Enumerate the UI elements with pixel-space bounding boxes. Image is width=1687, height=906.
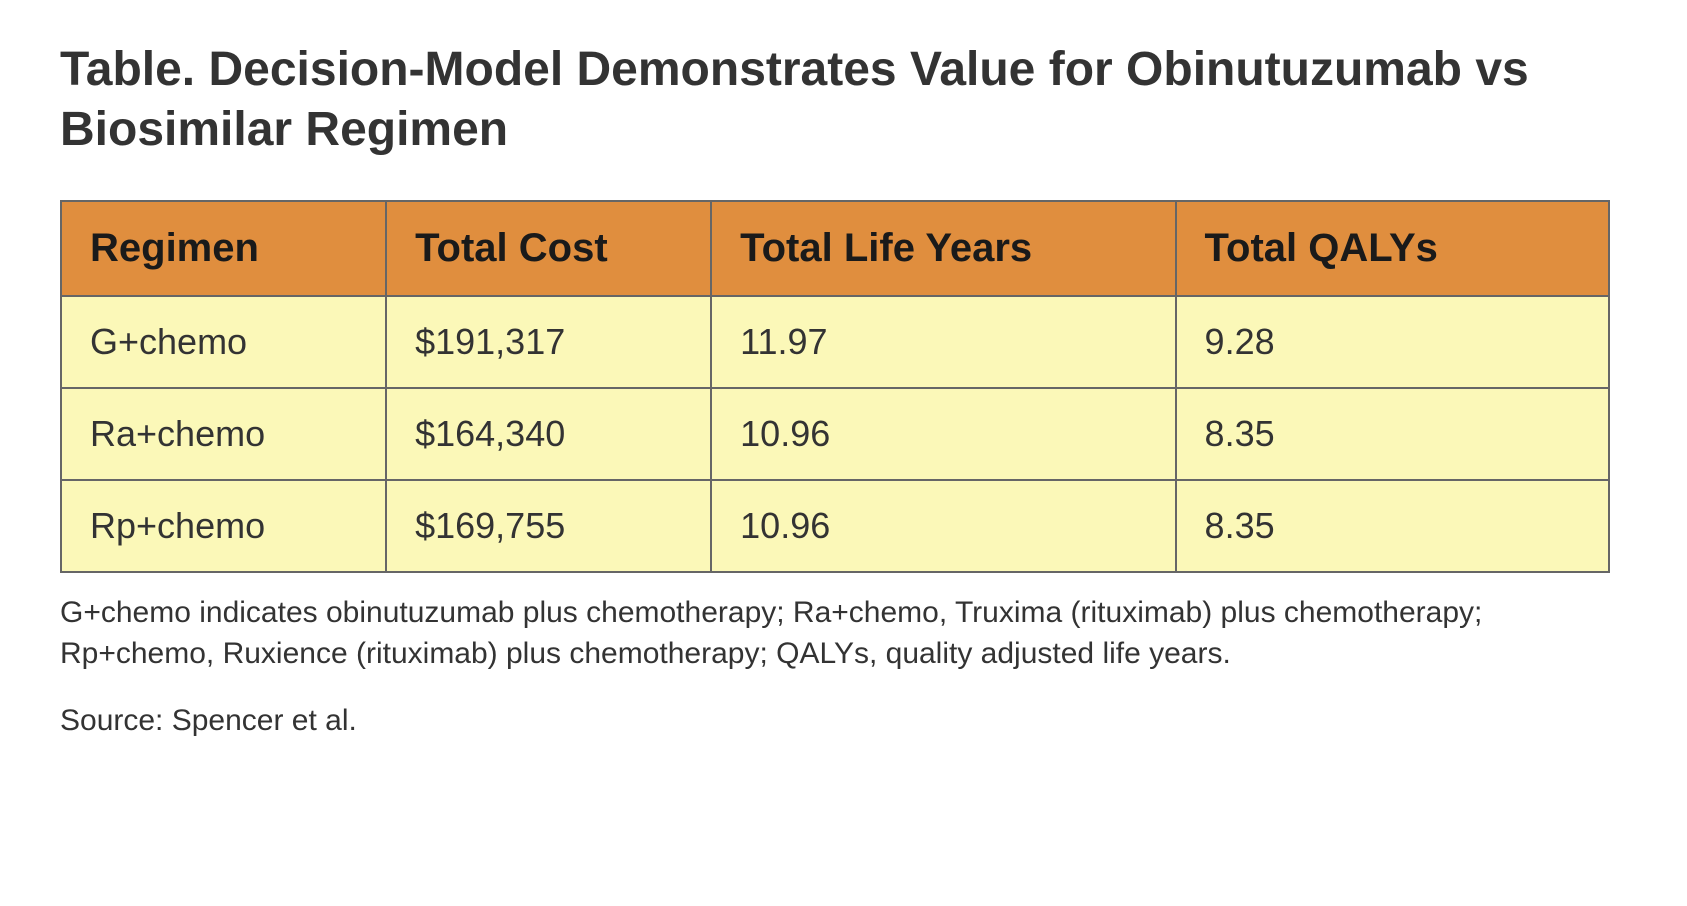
cell-total-cost: $164,340 <box>386 388 711 480</box>
col-header-regimen: Regimen <box>61 201 386 296</box>
col-header-total-life-years: Total Life Years <box>711 201 1175 296</box>
cell-total-cost: $191,317 <box>386 296 711 388</box>
cell-total-qalys: 8.35 <box>1176 388 1609 480</box>
table-footnote: G+chemo indicates obinutuzumab plus chem… <box>60 593 1610 674</box>
cell-regimen: Rp+chemo <box>61 480 386 572</box>
cell-total-life-years: 10.96 <box>711 388 1175 480</box>
cell-total-life-years: 11.97 <box>711 296 1175 388</box>
table-row: Ra+chemo $164,340 10.96 8.35 <box>61 388 1609 480</box>
source-citation: Source: Spencer et al. <box>60 704 1627 738</box>
cell-regimen: G+chemo <box>61 296 386 388</box>
cell-total-life-years: 10.96 <box>711 480 1175 572</box>
table-title: Table. Decision-Model Demonstrates Value… <box>60 40 1627 160</box>
col-header-total-cost: Total Cost <box>386 201 711 296</box>
col-header-total-qalys: Total QALYs <box>1176 201 1609 296</box>
cell-total-qalys: 9.28 <box>1176 296 1609 388</box>
table-row: Rp+chemo $169,755 10.96 8.35 <box>61 480 1609 572</box>
table-row: G+chemo $191,317 11.97 9.28 <box>61 296 1609 388</box>
cell-total-cost: $169,755 <box>386 480 711 572</box>
cell-total-qalys: 8.35 <box>1176 480 1609 572</box>
cell-regimen: Ra+chemo <box>61 388 386 480</box>
decision-model-table: Regimen Total Cost Total Life Years Tota… <box>60 200 1610 573</box>
table-header-row: Regimen Total Cost Total Life Years Tota… <box>61 201 1609 296</box>
